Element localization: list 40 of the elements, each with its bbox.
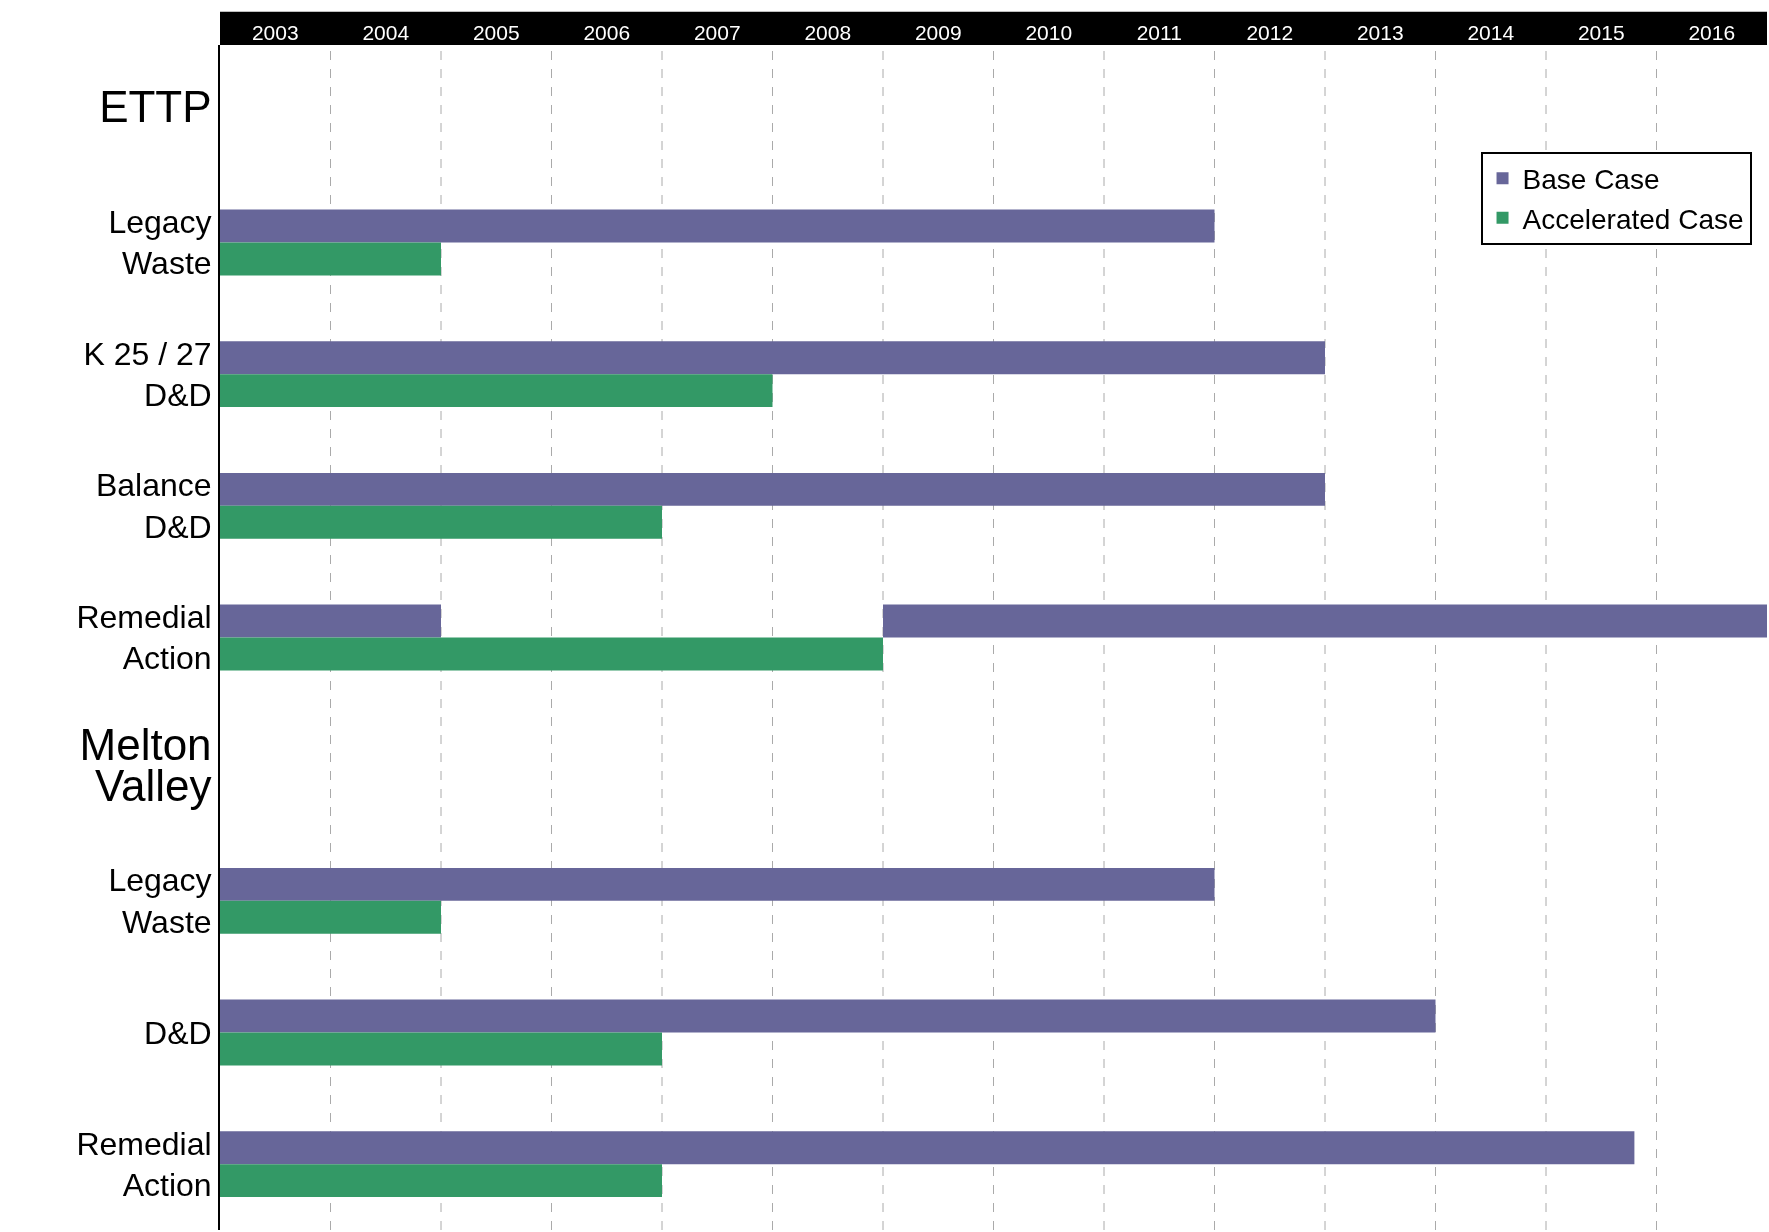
x-tick-label: 2016 [1688, 20, 1736, 44]
bar [220, 242, 441, 276]
y-tick-label: Legacy Waste [108, 862, 212, 940]
bar [220, 637, 883, 671]
bar [220, 900, 441, 934]
bar [220, 209, 1215, 243]
bar [220, 505, 662, 539]
bar [220, 867, 1215, 901]
y-tick-label: Legacy Waste [108, 203, 212, 282]
y-tick-label: K 25 / 27 D&D [83, 335, 212, 414]
x-tick-label: 2006 [583, 20, 631, 44]
y-tick-label: Balance D&D [95, 467, 212, 545]
y-tick-label: D&D [144, 1014, 212, 1051]
bar [220, 341, 1325, 375]
x-tick-label: 2015 [1577, 20, 1625, 44]
x-tick-label: 2007 [693, 20, 741, 44]
x-tick-label: 2013 [1356, 20, 1404, 44]
x-tick-label: 2010 [1025, 20, 1073, 44]
y-tick-label: Melton Valley [79, 719, 212, 811]
legend-label: Base Case [1522, 164, 1660, 196]
bar [220, 1032, 662, 1066]
legend-label: Accelerated Case [1522, 203, 1744, 235]
y-tick-label: ETTP [99, 82, 212, 132]
bar [220, 999, 1436, 1033]
x-tick-label: 2012 [1246, 20, 1294, 44]
x-tick-label: 2003 [251, 20, 299, 44]
bar [220, 1164, 662, 1198]
x-tick-label: 2011 [1136, 20, 1182, 44]
x-tick-label: 2004 [362, 20, 410, 44]
y-tick-label: Remedial Action [76, 1125, 212, 1204]
bar [220, 472, 1325, 506]
bar [883, 604, 1767, 638]
bar [220, 374, 773, 408]
x-tick-label: 2014 [1467, 20, 1515, 44]
y-tick-label: Remedial Action [76, 598, 212, 677]
bar [220, 604, 441, 638]
x-tick-label: 2008 [804, 20, 852, 44]
x-tick-label: 2005 [472, 20, 520, 44]
x-tick-label: 2009 [914, 20, 962, 44]
bar [220, 1131, 1635, 1165]
